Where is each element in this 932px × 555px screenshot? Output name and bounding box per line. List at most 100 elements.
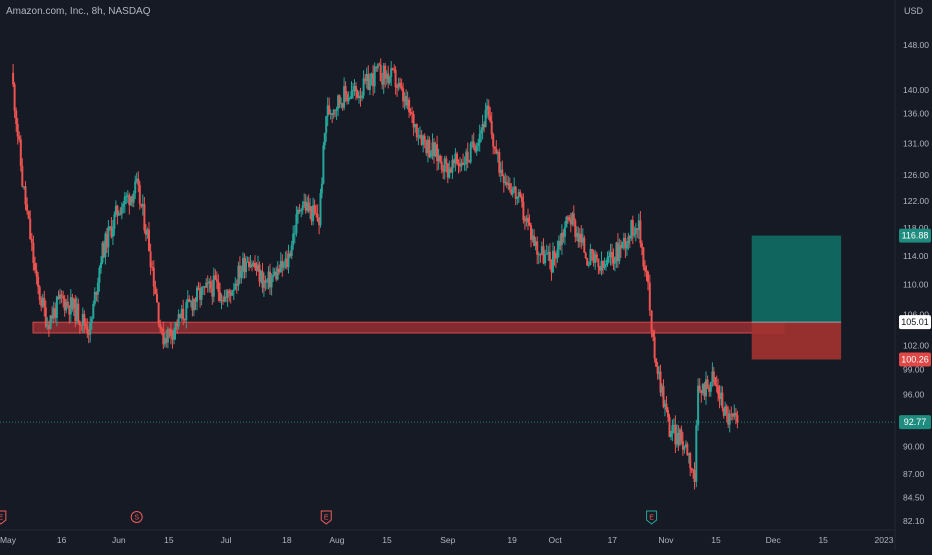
candle bbox=[21, 158, 24, 188]
candle-body bbox=[603, 264, 606, 268]
candle-body bbox=[463, 164, 466, 165]
candle bbox=[648, 274, 651, 316]
candle bbox=[706, 375, 709, 390]
candle bbox=[721, 386, 724, 412]
stop-loss-box[interactable] bbox=[751, 322, 842, 360]
candle-body bbox=[608, 256, 610, 258]
candle bbox=[43, 290, 46, 317]
candle-body bbox=[16, 124, 19, 137]
candle-body bbox=[417, 136, 420, 138]
candle-body bbox=[182, 308, 185, 320]
candle-body bbox=[584, 252, 587, 258]
candle-body bbox=[725, 406, 728, 414]
candle bbox=[689, 451, 692, 477]
candle-body bbox=[325, 116, 328, 133]
candle-body bbox=[616, 242, 619, 262]
candle bbox=[162, 321, 165, 349]
candle-body bbox=[43, 297, 46, 308]
price-axis[interactable]: 148.00 140.00 136.00 131.00 126.00 122.00 118.… bbox=[903, 40, 929, 526]
candle bbox=[143, 197, 146, 234]
candle-body bbox=[186, 299, 189, 303]
profit-target-box[interactable] bbox=[751, 235, 842, 323]
candle bbox=[169, 322, 172, 345]
candle-body bbox=[606, 257, 609, 265]
candle bbox=[425, 139, 428, 156]
candle-body bbox=[199, 289, 202, 300]
candle-body bbox=[80, 325, 83, 327]
candle-body bbox=[304, 201, 307, 211]
candle-body bbox=[282, 262, 285, 268]
candle-body bbox=[539, 254, 542, 256]
candle bbox=[304, 194, 307, 214]
candle bbox=[434, 141, 437, 157]
price-tag-label: 116.88 bbox=[902, 231, 929, 241]
price-tick-label: 99.00 bbox=[903, 365, 925, 375]
candle-body bbox=[285, 258, 288, 268]
candle bbox=[180, 304, 183, 322]
price-tick-label: 126.00 bbox=[903, 170, 929, 180]
candle-body bbox=[523, 220, 526, 222]
candle bbox=[373, 62, 376, 94]
candle-body bbox=[300, 210, 303, 212]
candle-body bbox=[647, 271, 649, 283]
candle bbox=[631, 215, 634, 244]
candle-layer bbox=[12, 58, 739, 490]
candle bbox=[335, 106, 338, 120]
candle bbox=[66, 294, 69, 309]
candle bbox=[328, 97, 331, 115]
candle-body bbox=[390, 68, 393, 77]
candle bbox=[144, 224, 147, 242]
candle bbox=[325, 115, 328, 142]
earnings-event-icon[interactable]: E bbox=[0, 510, 7, 525]
candle-body bbox=[449, 168, 452, 173]
time-axis[interactable]: May 16 Jun 15 Jul 18 Aug 15 Sep 19 Oct 17 Nov 15 Dec 15… bbox=[0, 535, 894, 545]
candle-body bbox=[443, 158, 446, 172]
price-tag-label: 105.01 bbox=[901, 317, 929, 327]
candle bbox=[612, 248, 615, 270]
candle-body bbox=[229, 292, 232, 296]
candle-body bbox=[257, 264, 259, 271]
candle-body bbox=[293, 233, 296, 235]
candle-body bbox=[665, 403, 668, 410]
candle bbox=[77, 298, 80, 325]
candle-body bbox=[451, 159, 454, 173]
split-event-icon[interactable]: S bbox=[130, 511, 143, 523]
candle bbox=[519, 189, 522, 199]
candle-body bbox=[718, 394, 721, 399]
candle-body bbox=[668, 416, 671, 437]
candle bbox=[678, 427, 681, 447]
candle bbox=[200, 286, 203, 306]
candle-body bbox=[575, 232, 578, 237]
price-tag-bg bbox=[899, 315, 931, 330]
candle bbox=[89, 316, 92, 343]
candle bbox=[313, 199, 316, 216]
candle bbox=[80, 324, 83, 332]
candle-body bbox=[146, 229, 149, 235]
candle-body bbox=[34, 263, 36, 271]
candle-body bbox=[667, 409, 669, 417]
candle-body bbox=[246, 261, 249, 263]
candle-body bbox=[343, 86, 346, 108]
price-tick-label: 87.00 bbox=[903, 469, 925, 479]
candle-body bbox=[625, 243, 628, 249]
position-layer[interactable] bbox=[0, 235, 895, 423]
candle-body bbox=[475, 146, 478, 152]
support-zone[interactable] bbox=[32, 321, 785, 334]
candle-body bbox=[243, 258, 246, 273]
candle bbox=[37, 272, 40, 295]
candle-body bbox=[234, 283, 237, 290]
candle-body bbox=[577, 232, 580, 242]
candle-body bbox=[711, 371, 714, 383]
candle-body bbox=[338, 95, 341, 104]
candle bbox=[26, 197, 29, 215]
candle-body bbox=[191, 301, 194, 311]
candle bbox=[69, 289, 72, 323]
candle bbox=[557, 235, 560, 258]
candle-body bbox=[292, 233, 295, 246]
candle bbox=[154, 280, 157, 295]
earnings-event-icon[interactable]: E bbox=[320, 510, 332, 525]
earnings-event-icon[interactable]: E bbox=[646, 510, 658, 525]
